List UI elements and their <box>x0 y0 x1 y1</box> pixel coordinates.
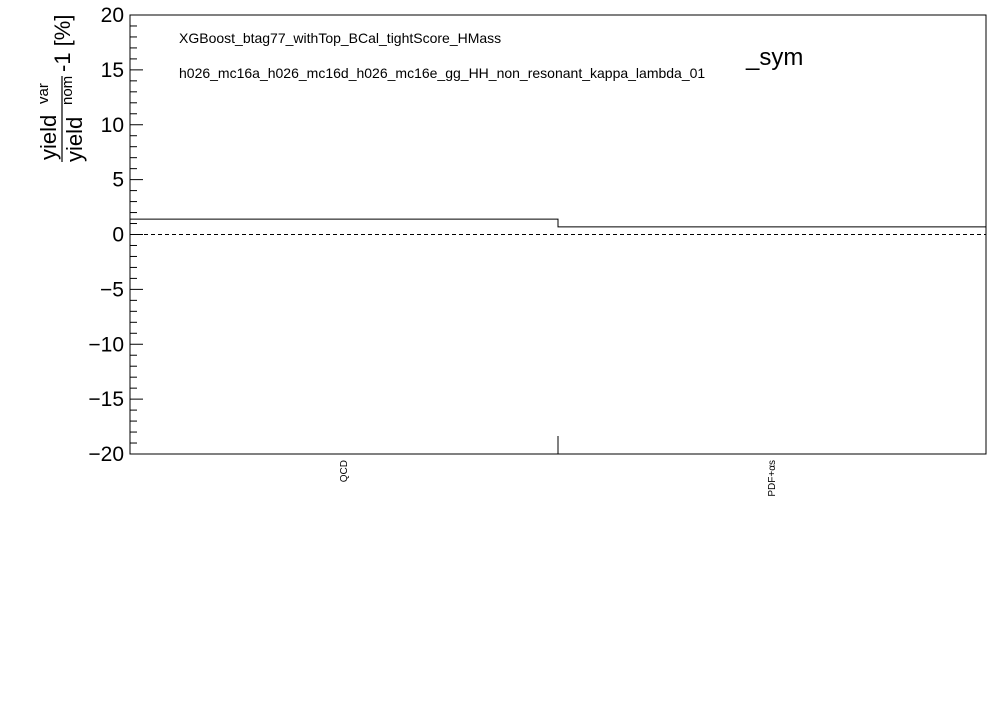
x-category-label: QCD <box>339 460 350 482</box>
x-category-label: PDF+αs <box>767 460 778 497</box>
annotation-line-2: h026_mc16a_h026_mc16d_h026_mc16e_gg_HH_n… <box>179 65 705 81</box>
y-axis-title-numerator: yield <box>36 115 61 160</box>
y-tick-label: 20 <box>101 4 124 27</box>
histogram-step-line <box>130 218 986 228</box>
y-tick-label: −10 <box>88 333 124 356</box>
y-axis-title: yield var yield nom -1 [%] <box>35 15 87 162</box>
annotation-suffix: _sym <box>745 44 803 71</box>
y-axis-title-suffix: -1 [%] <box>50 15 75 72</box>
y-axis-tick-labels: 20 15 10 5 0 −5 −10 −15 −20 <box>88 4 124 466</box>
y-tick-label: 10 <box>101 114 124 137</box>
histogram-layer <box>130 218 986 228</box>
y-tick-label: −20 <box>88 443 124 466</box>
y-axis-title-denominator: yield <box>62 117 87 162</box>
category-labels: QCD PDF+αs <box>339 436 778 497</box>
annotation-line-1: XGBoost_btag77_withTop_BCal_tightScore_H… <box>179 30 501 46</box>
y-tick-label: 0 <box>112 224 124 247</box>
y-tick-label: −15 <box>88 388 124 411</box>
y-axis-title-denominator-sup: nom <box>59 76 76 105</box>
y-tick-label: 15 <box>101 59 124 82</box>
y-tick-label: 5 <box>112 169 124 192</box>
y-axis-ticks <box>130 14 143 455</box>
y-tick-label: −5 <box>100 278 124 301</box>
y-axis-title-numerator-sup: var <box>35 83 52 104</box>
